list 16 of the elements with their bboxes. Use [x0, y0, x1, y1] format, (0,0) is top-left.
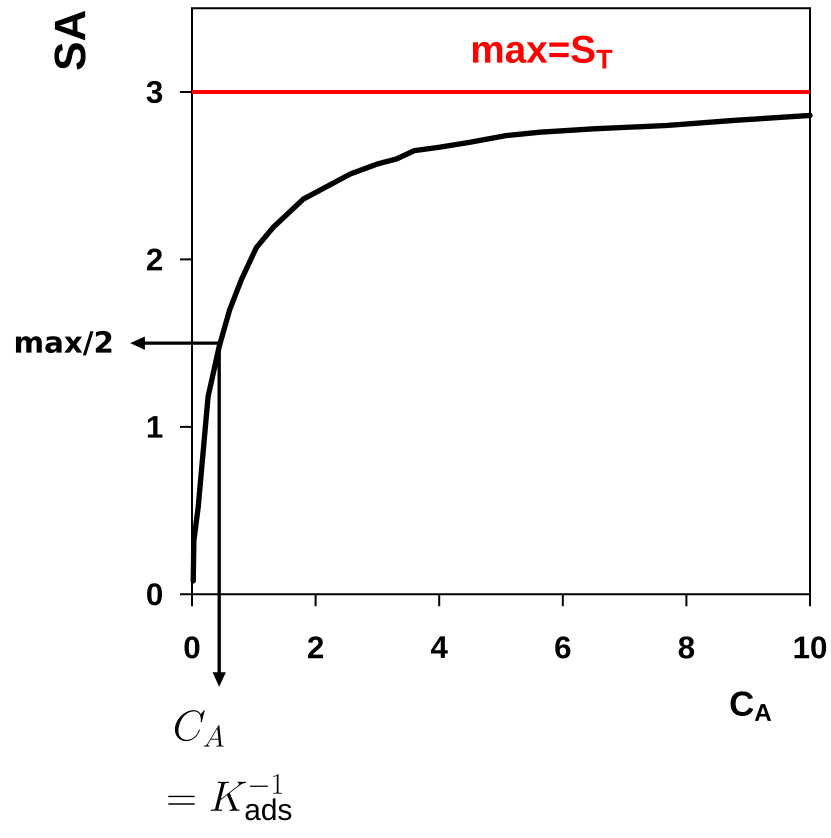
- x-tick-label: 2: [308, 636, 324, 658]
- y-tick-label: 1: [148, 416, 162, 438]
- y-tick-label: 0: [147, 583, 162, 606]
- x-tick-label: 4: [430, 636, 448, 658]
- ref-line-label: max/2: [16, 330, 112, 356]
- x-tick-label: 0: [184, 636, 200, 659]
- x-tick-label: 6: [555, 636, 570, 659]
- y-tick-label: 2: [146, 248, 162, 270]
- y-tick-label: 3: [146, 80, 162, 104]
- y-axis-title: SA: [54, 10, 86, 70]
- x-axis-title: C$_{A}$: [730, 691, 772, 721]
- x-tick-label: 8: [678, 636, 694, 659]
- ref-line-label: max=S$_{T}$: [472, 36, 612, 68]
- x-tick-label: 10: [794, 636, 826, 659]
- ref-line-label: $C_A$: [174, 710, 224, 747]
- text: $= K_{\mathrm{ads}}^{-1}$: [168, 774, 292, 820]
